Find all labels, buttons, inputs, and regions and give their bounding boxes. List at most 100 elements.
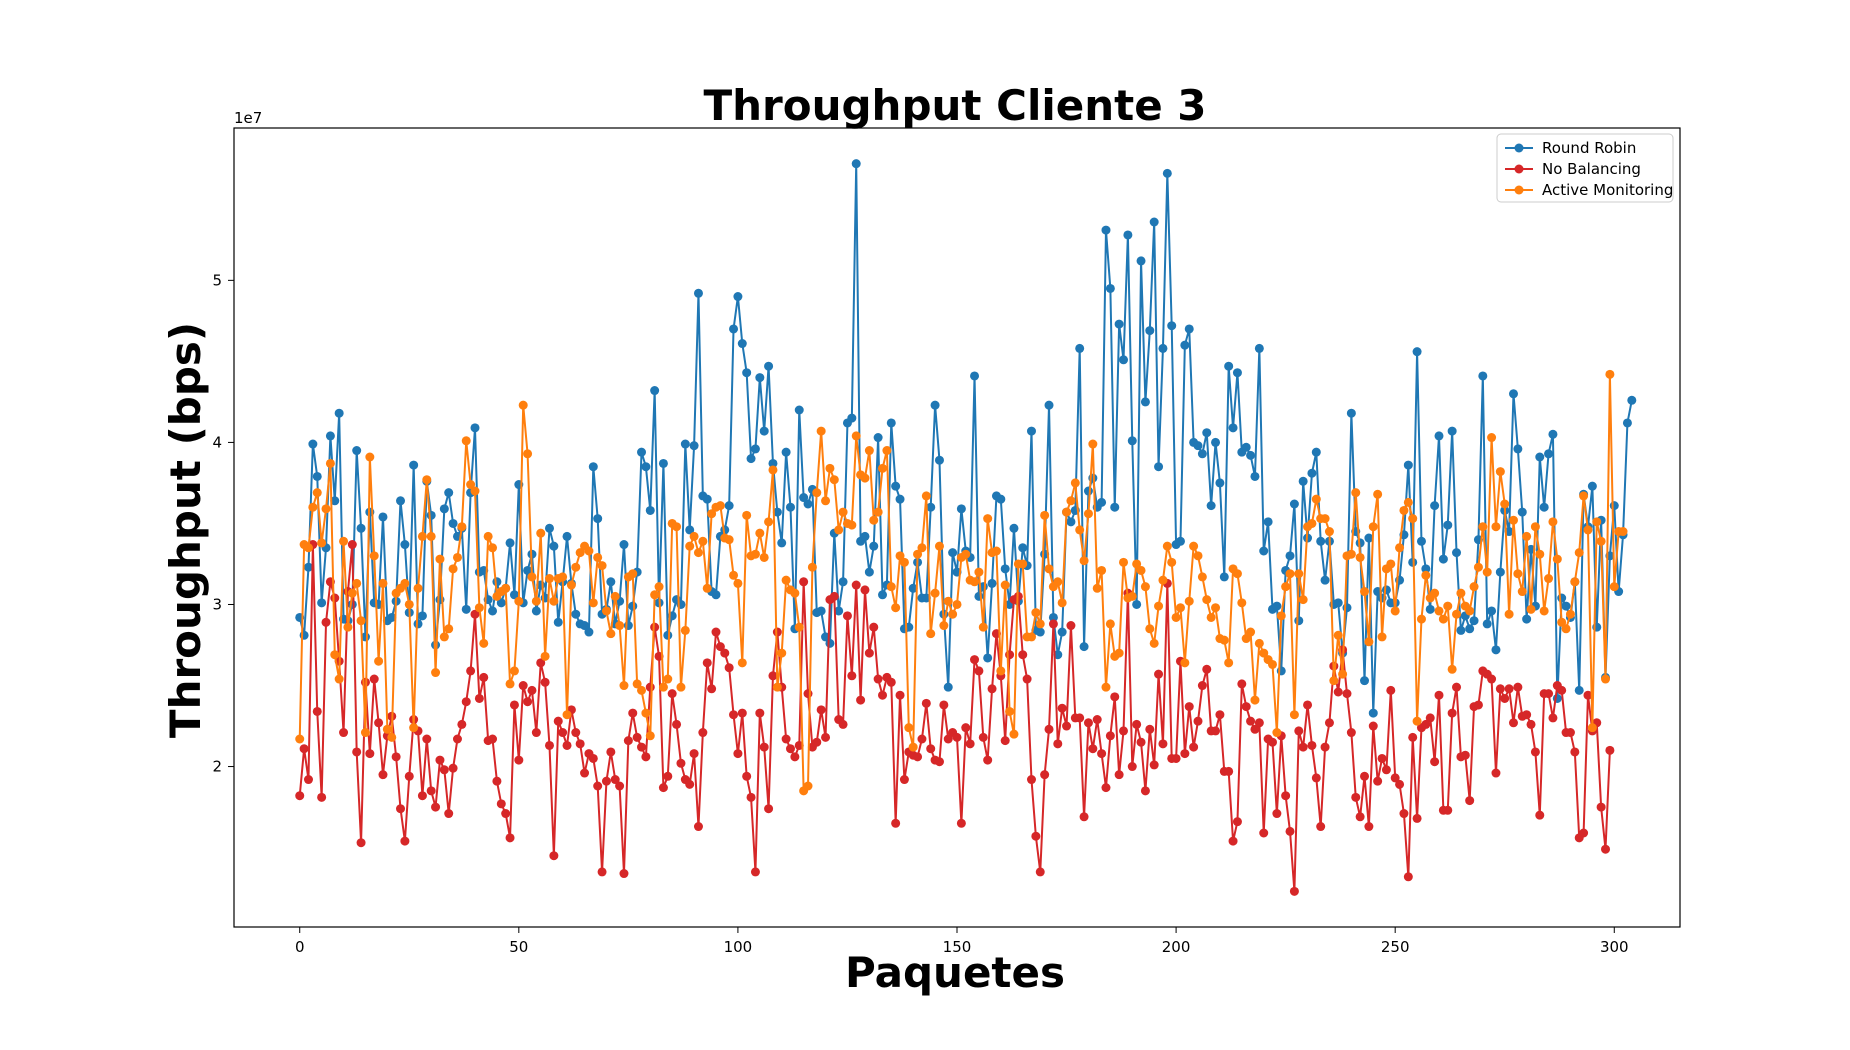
data-point	[610, 591, 620, 601]
data-point	[680, 439, 690, 449]
data-point	[934, 455, 944, 465]
data-point	[685, 525, 695, 535]
data-point	[347, 540, 357, 550]
data-point	[1224, 658, 1234, 668]
data-point	[1377, 753, 1387, 763]
data-point	[1035, 619, 1045, 629]
data-point	[1342, 603, 1352, 613]
data-point	[672, 522, 682, 532]
data-point	[321, 617, 331, 627]
data-point	[518, 681, 528, 691]
data-point	[860, 531, 870, 541]
data-point	[750, 867, 760, 877]
data-point	[1487, 606, 1497, 616]
data-point	[431, 668, 441, 678]
data-point	[1289, 499, 1299, 509]
data-point	[1609, 582, 1619, 592]
data-point	[334, 408, 344, 418]
data-point	[1127, 436, 1137, 446]
data-point	[1487, 674, 1497, 684]
data-point	[1478, 522, 1488, 532]
data-point	[404, 599, 414, 609]
data-point	[1294, 569, 1304, 579]
data-point	[523, 565, 533, 575]
data-point	[1587, 481, 1597, 491]
data-point	[729, 324, 739, 334]
data-point	[1237, 598, 1247, 608]
data-point	[1193, 716, 1203, 726]
data-point	[1430, 501, 1440, 511]
data-point	[1123, 230, 1133, 240]
y-tick-label: 3	[212, 595, 222, 613]
data-point	[588, 462, 598, 472]
data-point	[1250, 724, 1260, 734]
data-point	[1360, 587, 1370, 597]
data-point	[956, 818, 966, 828]
data-point	[1232, 817, 1242, 827]
data-point	[1364, 533, 1374, 543]
data-point	[374, 718, 384, 728]
data-point	[1403, 460, 1413, 470]
data-point	[422, 734, 432, 744]
data-point	[1508, 389, 1518, 399]
data-point	[1421, 564, 1431, 574]
data-point	[1565, 609, 1575, 619]
data-point	[755, 708, 765, 718]
data-point	[1158, 575, 1168, 585]
data-point	[768, 465, 778, 475]
data-point	[1535, 549, 1545, 559]
data-point	[1487, 433, 1497, 443]
data-point	[356, 838, 366, 848]
data-point	[917, 734, 927, 744]
data-point	[417, 531, 427, 541]
data-point	[1189, 541, 1199, 551]
data-point	[781, 575, 791, 585]
data-point	[715, 642, 725, 652]
data-point	[1149, 760, 1159, 770]
data-point	[1184, 702, 1194, 712]
data-point	[926, 629, 936, 639]
data-point	[851, 580, 861, 590]
data-point	[1517, 507, 1527, 517]
x-tick-label: 50	[509, 938, 528, 956]
data-point	[1083, 509, 1093, 519]
data-point	[803, 499, 813, 509]
data-point	[654, 582, 664, 592]
data-point	[777, 648, 787, 658]
data-point	[641, 462, 651, 472]
legend-label: Round Robin	[1542, 139, 1636, 157]
data-point	[860, 585, 870, 595]
data-point	[768, 458, 778, 468]
data-point	[544, 523, 554, 533]
data-point	[768, 671, 778, 681]
data-point	[1522, 710, 1532, 720]
data-point	[1035, 867, 1045, 877]
data-point	[1403, 497, 1413, 507]
data-point	[1548, 517, 1558, 527]
data-point	[466, 666, 476, 676]
data-point	[825, 463, 835, 473]
data-point	[387, 612, 397, 622]
data-point	[1154, 601, 1164, 611]
data-point	[641, 752, 651, 762]
data-point	[1132, 599, 1142, 609]
data-point	[816, 426, 826, 436]
data-point	[1473, 700, 1483, 710]
data-point	[1167, 321, 1177, 331]
data-point	[1294, 616, 1304, 626]
data-point	[1149, 217, 1159, 227]
data-point	[1601, 844, 1611, 854]
data-point	[312, 488, 322, 498]
data-point	[720, 648, 730, 658]
data-point	[658, 682, 668, 692]
data-point	[1373, 776, 1383, 786]
data-point	[1311, 447, 1321, 457]
data-point	[1254, 343, 1264, 353]
data-point	[531, 606, 541, 616]
data-point	[312, 471, 322, 481]
data-point	[334, 674, 344, 684]
data-point	[1530, 747, 1540, 757]
data-point	[847, 520, 857, 530]
data-point	[1097, 565, 1107, 575]
data-point	[1048, 612, 1058, 622]
